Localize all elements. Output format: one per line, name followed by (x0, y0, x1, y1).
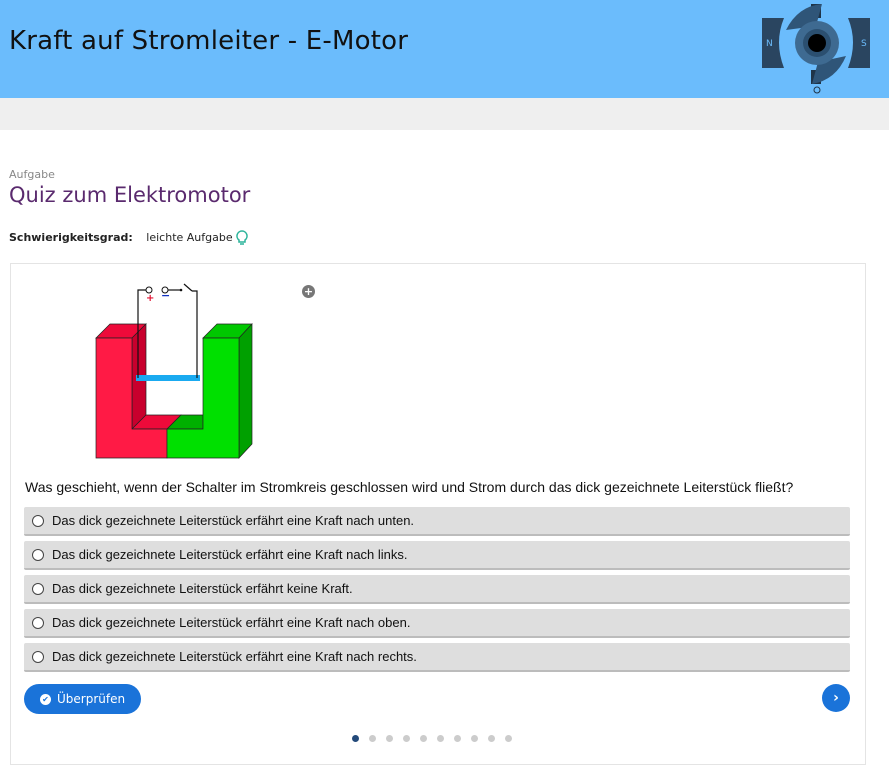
pagination-dot[interactable] (403, 735, 410, 742)
conductor (136, 375, 200, 381)
nav-band (0, 98, 889, 130)
answer-option[interactable]: Das dick gezeichnete Leiterstück erfährt… (24, 575, 850, 604)
minus-label: − (161, 289, 170, 302)
answer-label: Das dick gezeichnete Leiterstück erfährt… (52, 513, 415, 528)
task-kicker: Aufgabe (9, 168, 55, 181)
task-title: Quiz zum Elektromotor (9, 183, 251, 207)
check-button[interactable]: ✔ Überprüfen (24, 684, 142, 714)
pagination-dot[interactable] (488, 735, 495, 742)
quiz-card: + − + Was geschieht, wenn der Schalter i… (10, 263, 866, 765)
pagination-dots (352, 735, 512, 742)
answer-option[interactable]: Das dick gezeichnete Leiterstück erfährt… (24, 609, 850, 638)
difficulty: Schwierigkeitsgrad: leichte Aufgabe (9, 230, 248, 246)
pagination-dot[interactable] (352, 735, 359, 742)
answer-option[interactable]: Das dick gezeichnete Leiterstück erfährt… (24, 507, 850, 536)
header: Kraft auf Stromleiter - E-Motor N S (0, 0, 889, 98)
pagination-dot[interactable] (454, 735, 461, 742)
pagination-dot[interactable] (505, 735, 512, 742)
radio-icon[interactable] (32, 616, 44, 629)
page-title: Kraft auf Stromleiter - E-Motor (9, 26, 409, 56)
pagination-dot[interactable] (420, 735, 427, 742)
pole-s-label: S (861, 39, 867, 49)
question-text: Was geschieht, wenn der Schalter im Stro… (25, 479, 794, 495)
pole-n-label: N (766, 39, 773, 49)
difficulty-value: leichte Aufgabe (146, 231, 233, 244)
lightbulb-icon (236, 230, 248, 245)
pagination-dot[interactable] (437, 735, 444, 742)
pagination-dot[interactable] (386, 735, 393, 742)
answer-label: Das dick gezeichnete Leiterstück erfährt… (52, 547, 408, 562)
switch-icon (183, 283, 193, 292)
motor-logo-icon: N S (762, 4, 870, 94)
radio-icon[interactable] (32, 514, 44, 527)
answer-option[interactable]: Das dick gezeichnete Leiterstück erfährt… (24, 643, 850, 672)
radio-icon[interactable] (32, 548, 44, 561)
check-button-label: Überprüfen (57, 692, 126, 706)
next-button[interactable]: › (822, 684, 850, 712)
answer-label: Das dick gezeichnete Leiterstück erfährt… (52, 615, 411, 630)
pagination-dot[interactable] (471, 735, 478, 742)
check-circle-icon: ✔ (40, 693, 51, 705)
answer-label: Das dick gezeichnete Leiterstück erfährt… (52, 649, 417, 664)
pagination-dot[interactable] (369, 735, 376, 742)
radio-icon[interactable] (32, 582, 44, 595)
answer-option[interactable]: Das dick gezeichnete Leiterstück erfährt… (24, 541, 850, 570)
answer-label: Das dick gezeichnete Leiterstück erfährt… (52, 581, 353, 596)
zoom-image-button[interactable]: + (302, 285, 315, 298)
difficulty-label: Schwierigkeitsgrad: (9, 231, 133, 244)
plus-label: + (146, 293, 154, 304)
radio-icon[interactable] (32, 650, 44, 663)
magnet-circuit-figure: + − (95, 283, 253, 459)
